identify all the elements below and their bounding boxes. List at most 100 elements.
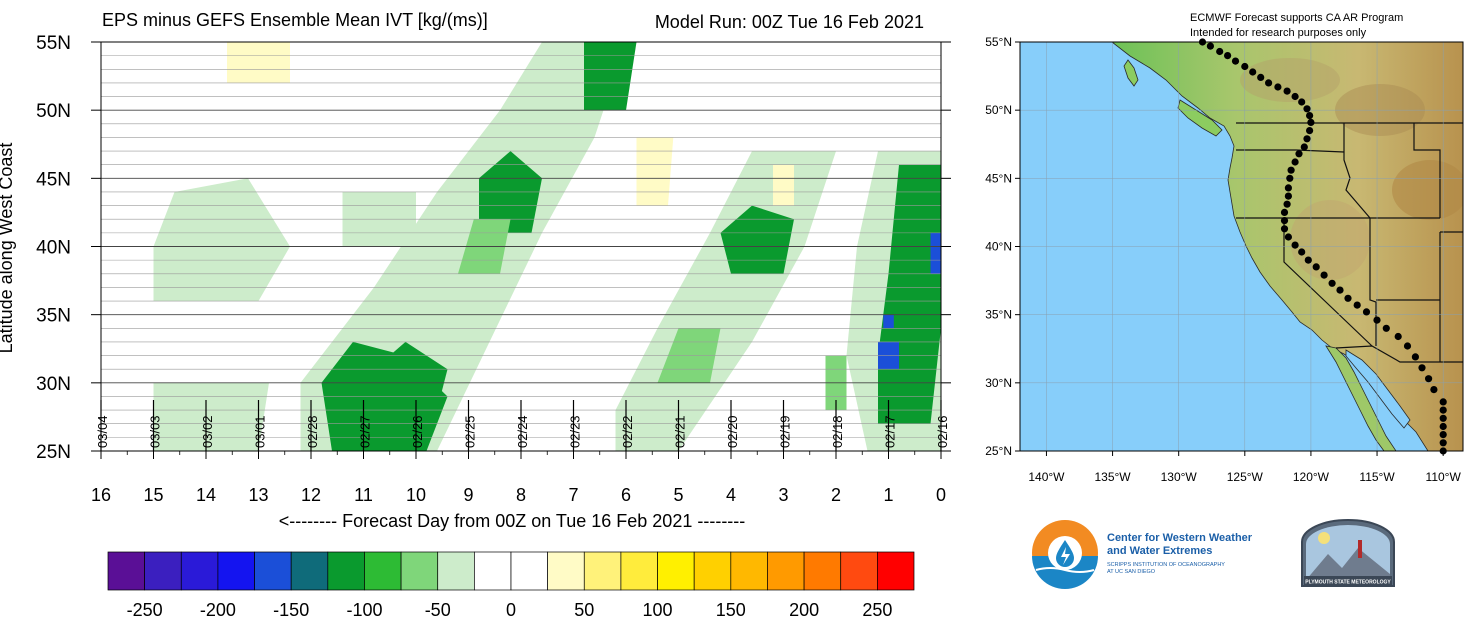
transect-point	[1418, 364, 1426, 372]
map-longitude-axis: 140°W 135°W 130°W 125°W 120°W 115°W 110°W	[1028, 451, 1461, 484]
colorbar-swatch	[547, 551, 585, 591]
colorbar-swatch	[510, 551, 548, 591]
x-tick-label: 8	[516, 485, 526, 505]
ivt-field-patch	[930, 232, 941, 274]
transect-point	[1439, 414, 1447, 422]
transect-point	[1336, 286, 1344, 294]
psu-tower-icon	[1358, 540, 1362, 558]
transect-point	[1249, 68, 1257, 76]
plymouth-state-logo: PLYMOUTH STATE METEOROLOGY	[1298, 518, 1398, 590]
date-label: 03/01	[253, 415, 268, 448]
colorbar-tick-label: 50	[574, 600, 594, 620]
transect-point	[1291, 92, 1299, 101]
colorbar-swatch	[767, 551, 805, 591]
colorbar-tick-label: 200	[789, 600, 819, 620]
colorbar-swatch	[803, 551, 842, 591]
colorbar-tick-labels: -250 -200 -150 -100 -50 0 50 100 150 200 250	[127, 600, 893, 620]
transect-point	[1286, 174, 1294, 182]
vancouver-island	[1177, 99, 1223, 137]
y-axis: 25N 30N 35N 40N 45N 50N 55N	[36, 33, 951, 463]
ca-nv-border	[1283, 218, 1373, 347]
transect-point	[1344, 294, 1352, 302]
x-tick-label: 1	[883, 485, 893, 505]
x-axis: 16 15 14 13 12 11 10 9 8 7 6 5 4 3 2 1 0	[91, 451, 946, 505]
transect-point	[1303, 135, 1311, 143]
id-mt-wy-border	[1413, 123, 1441, 218]
transect-point	[1382, 324, 1390, 332]
colorbar-swatch	[180, 551, 219, 591]
cw3e-ocean-icon	[1032, 556, 1098, 589]
x-tick-label: 13	[248, 485, 268, 505]
x-tick-label: 12	[301, 485, 321, 505]
transect-point	[1274, 83, 1282, 91]
us-mexico-border	[1335, 345, 1463, 363]
cw3e-name-line2: and Water Extremes	[1107, 545, 1212, 557]
cw3e-name-line1: Center for Western Weather	[1107, 532, 1253, 544]
colorbar-swatch	[583, 551, 622, 591]
ivt-field-patch	[773, 164, 794, 206]
date-label: 02/27	[358, 415, 373, 448]
transect-point	[1283, 87, 1291, 95]
y-tick-label: 35N	[36, 306, 71, 327]
transect-points	[1198, 38, 1447, 455]
transect-point	[1439, 431, 1447, 439]
cw3e-name-line3: SCRIPPS INSTITUTION OF OCEANOGRAPHY	[1107, 562, 1225, 568]
y-tick-label: 30N	[36, 374, 71, 395]
ivt-field-patch	[227, 42, 290, 83]
ivt-field-patch	[153, 178, 290, 301]
y-tick-label: 45N	[36, 169, 71, 190]
map-y-tick-label: 40°N	[985, 240, 1012, 254]
x-tick-label: 11	[354, 485, 373, 505]
date-label: 02/17	[883, 415, 898, 448]
nv-az-border	[1369, 218, 1377, 346]
colorbar-tick-label: -200	[200, 600, 236, 620]
map-y-tick-label: 50°N	[985, 103, 1012, 117]
transect-point	[1307, 118, 1315, 126]
transect-point	[1216, 47, 1224, 56]
map-y-tick-label: 35°N	[985, 308, 1012, 322]
colorbar	[107, 551, 915, 591]
colorbar-swatch	[254, 551, 292, 591]
colorbar-tick-label: -150	[273, 600, 309, 620]
transect-point	[1291, 158, 1299, 166]
y-axis-label: Latitude along West Coast	[0, 143, 16, 354]
transect-point	[1298, 248, 1306, 256]
transect-point	[1439, 422, 1447, 431]
date-label: 03/03	[148, 415, 163, 448]
y-tick-label: 55N	[36, 33, 71, 54]
cw3e-wave-icon	[1035, 567, 1095, 573]
psu-banner-text: PLYMOUTH STATE METEOROLOGY	[1305, 580, 1391, 586]
map-y-tick-label: 45°N	[985, 171, 1012, 185]
transect-point	[1362, 308, 1371, 316]
map-title-line1: ECMWF Forecast supports CA AR Program	[1190, 12, 1403, 24]
map-x-tick-label: 140°W	[1028, 470, 1065, 484]
baja-peninsula	[1325, 345, 1397, 451]
id-or-border	[1343, 123, 1371, 219]
y-tick-label: 50N	[36, 101, 71, 122]
transect-point	[1394, 332, 1402, 341]
transect-point	[1353, 301, 1361, 309]
colorbar-tick-label: -250	[127, 600, 163, 620]
ivt-field-patch	[584, 42, 637, 111]
colorbar-swatch	[217, 551, 255, 591]
cw3e-logo: Center for Western Weather and Water Ext…	[1030, 518, 1270, 590]
great-basin-shade	[1290, 200, 1370, 280]
transect-point	[1287, 166, 1295, 174]
transect-point	[1300, 143, 1308, 151]
date-label: 02/16	[935, 415, 950, 448]
transect-point	[1224, 52, 1232, 60]
date-label: 02/20	[725, 415, 740, 448]
transect-point	[1284, 184, 1292, 192]
colorbar-tick-label: 150	[716, 600, 746, 620]
psu-mountain-icon	[1306, 548, 1390, 580]
x-tick-label: 14	[196, 485, 216, 505]
transect-point	[1284, 192, 1292, 200]
x-axis-label: <-------- Forecast Day from 00Z on Tue 1…	[279, 511, 746, 531]
transect-point	[1283, 200, 1291, 208]
cw3e-name-line4: AT UC SAN DIEGO	[1107, 569, 1156, 575]
date-label: 02/25	[463, 415, 478, 448]
date-label: 02/24	[515, 415, 530, 448]
transect-point	[1306, 112, 1314, 120]
x-tick-label: 9	[463, 485, 473, 505]
